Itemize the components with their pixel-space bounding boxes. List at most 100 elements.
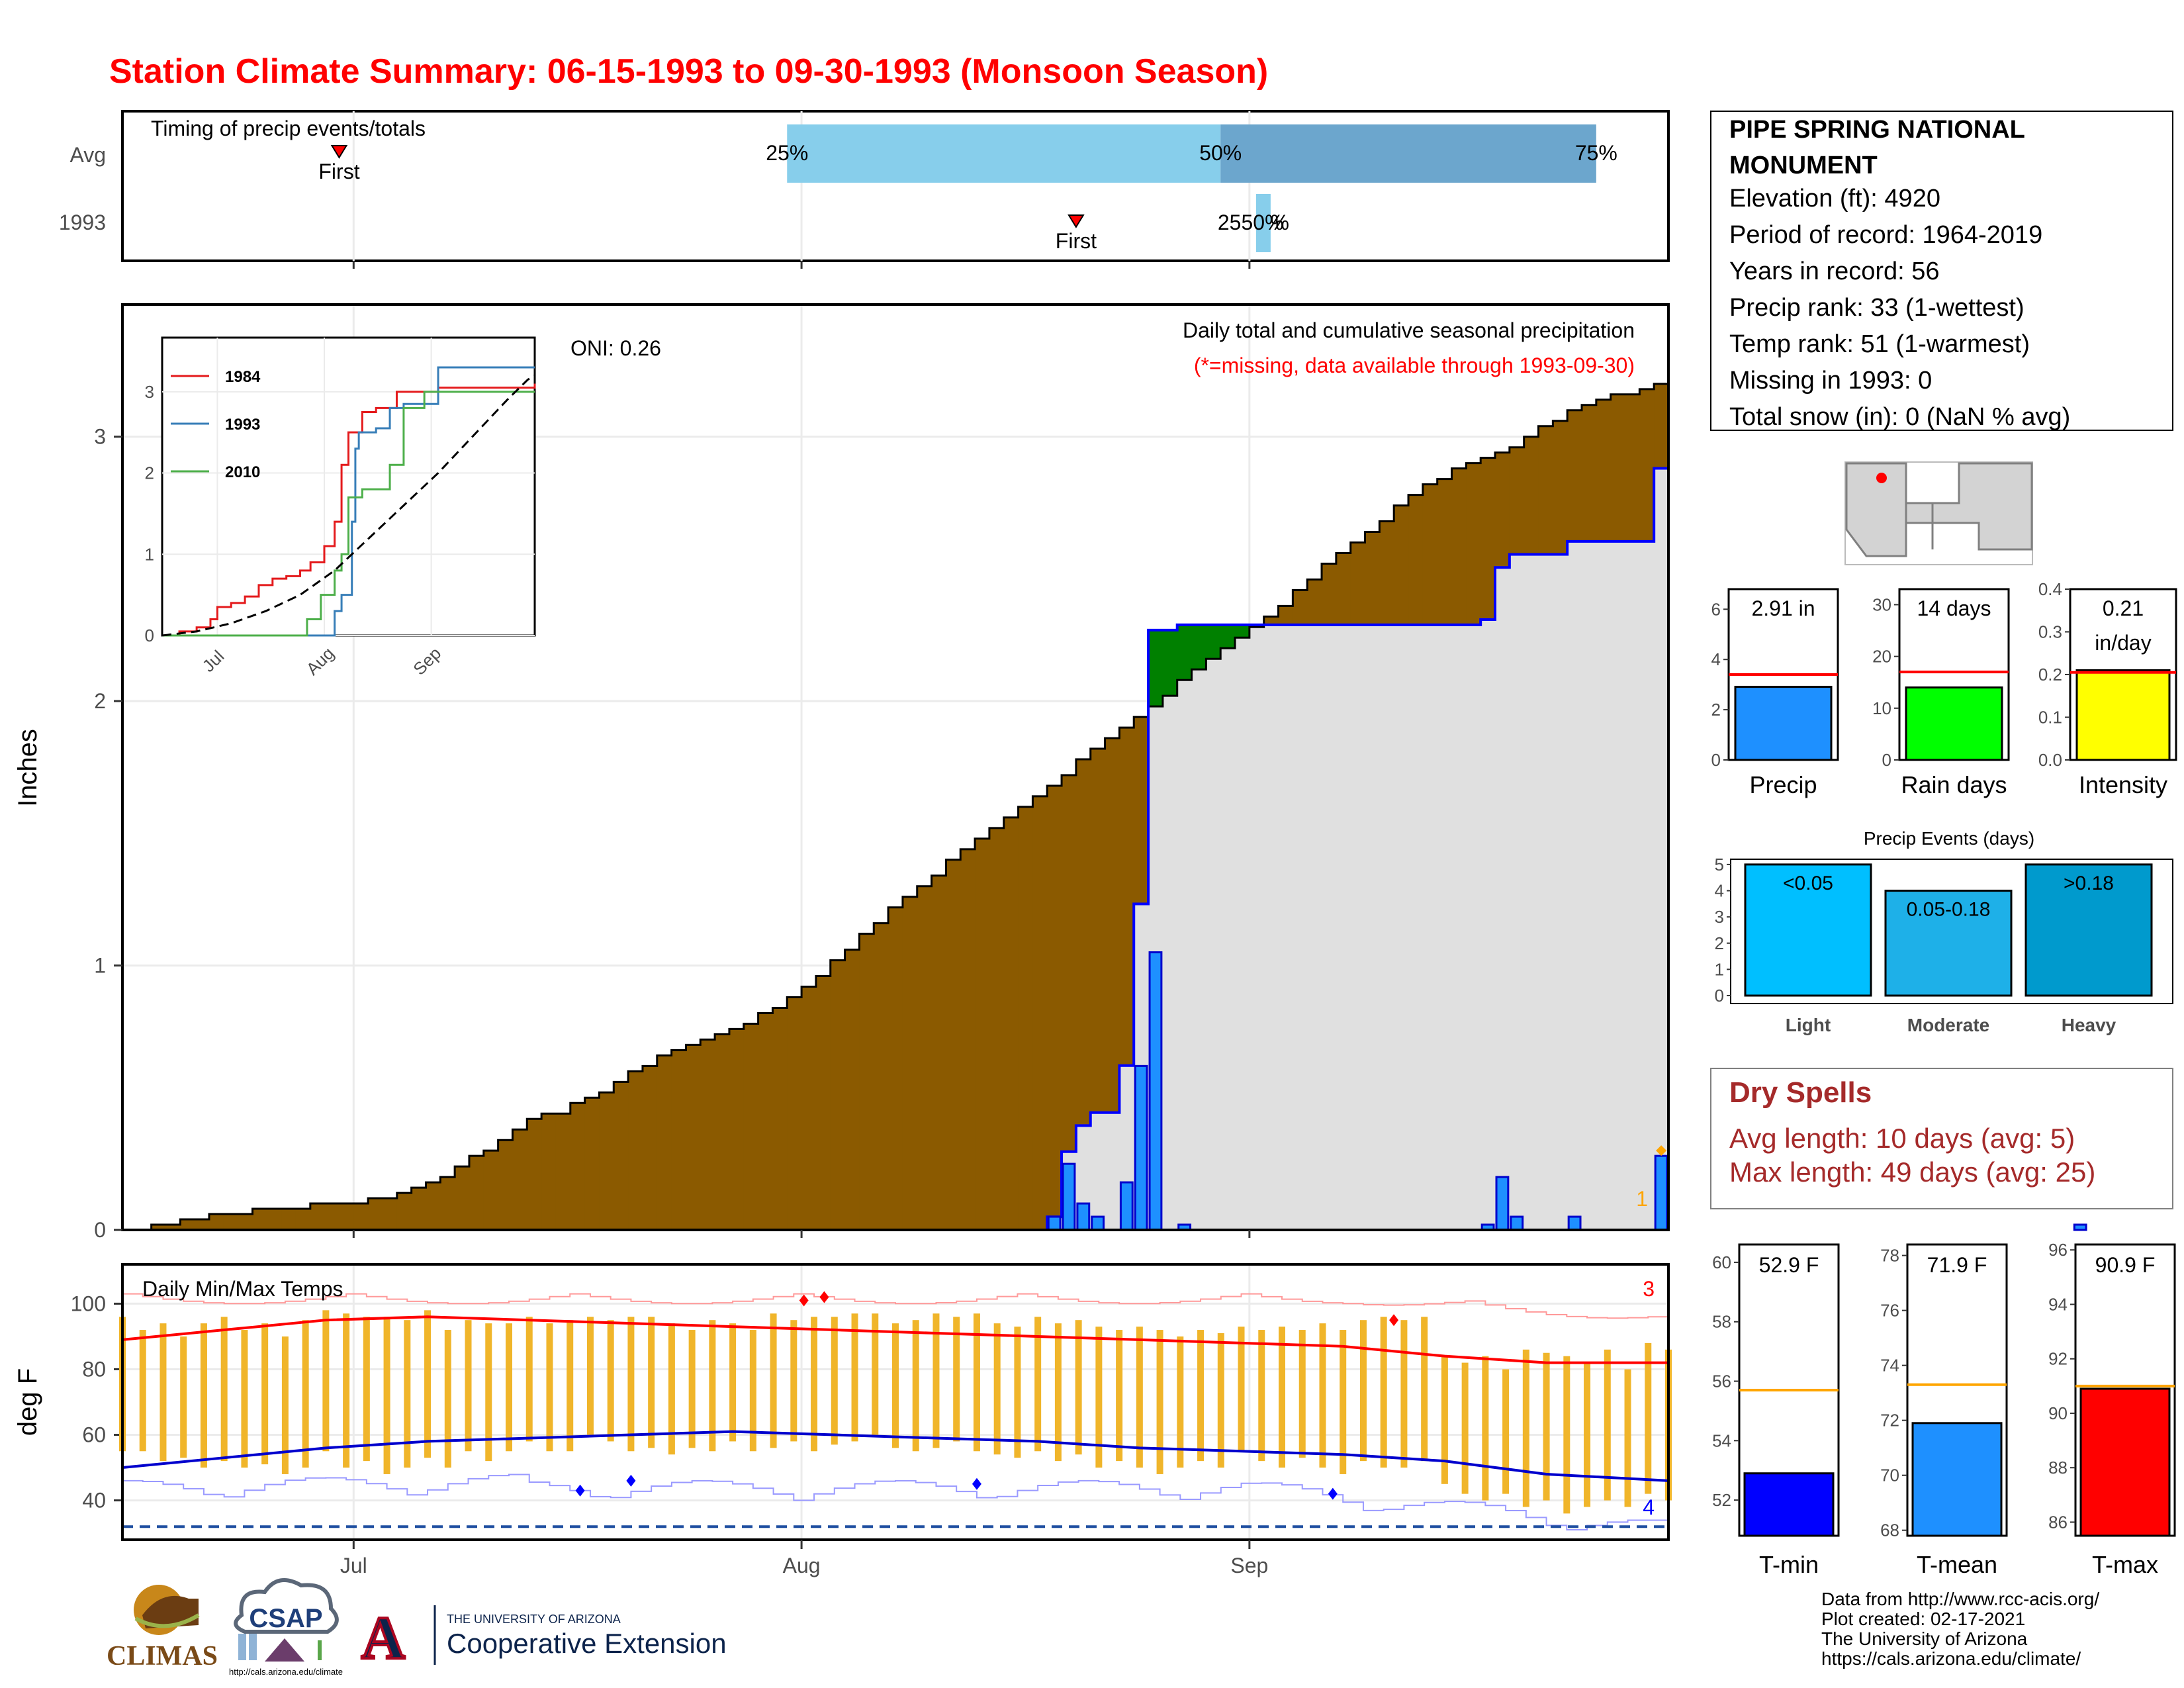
events-y-tick-label: 5: [1715, 855, 1724, 874]
precip-deficit-area: [1509, 447, 1525, 555]
events-bar-heavy: [2025, 863, 2153, 997]
oni-label: ONI: 0.26: [570, 336, 661, 360]
precip-deficit-area: [844, 949, 860, 1230]
precip-deficit-area: [455, 1166, 470, 1230]
timing-avg-iqr-lower-bar: [787, 124, 1221, 183]
precip-deficit-area: [700, 1039, 715, 1230]
ua-logo-letter: A: [361, 1604, 405, 1671]
precip-cumulative-base: [1394, 624, 1409, 1230]
stat-y-tick-label: 0.2: [2038, 665, 2062, 684]
temp-daily-range-bar: [831, 1317, 838, 1445]
climas-logo: CLIMAS: [107, 1585, 218, 1671]
stat-bar-rain-days: [1905, 686, 2003, 761]
precip-surplus-area: [1235, 624, 1250, 638]
temp-daily-range-bar: [200, 1323, 207, 1468]
precip-deficit-area: [1090, 749, 1106, 1113]
inset-y-tick-label: 2: [145, 463, 154, 483]
timing-year-iqr-bar: [1255, 194, 1271, 252]
temp-daily-range-bar: [1054, 1323, 1062, 1462]
timing-label: Timing of precip events/totals: [151, 117, 426, 140]
temp-daily-range-bar: [159, 1323, 167, 1462]
temp-record-min-marker: [972, 1477, 981, 1490]
precip-avg-cumulative-line: [122, 378, 1670, 1231]
precip-deficit-area: [1322, 563, 1337, 625]
ua-logo-big: Cooperative Extension: [447, 1628, 727, 1659]
events-y-tick-label: 3: [1715, 907, 1724, 927]
precip-deficit-area: [1134, 717, 1149, 904]
temp-daily-range-bar: [973, 1313, 980, 1452]
precip-daily-bar: [1654, 1154, 1668, 1231]
temp-daily-range-bar: [993, 1323, 1001, 1455]
stat-y-tick-label: 0.3: [2038, 622, 2062, 642]
station-name-line2: MONUMENT: [1729, 152, 1878, 179]
temp-stat-y-tick-label: 74: [1880, 1356, 1899, 1376]
temp-stat-y-tick-label: 88: [2048, 1458, 2068, 1477]
precip-deficit-area: [267, 1209, 282, 1230]
temp-y-axis-label: deg F: [13, 1368, 42, 1436]
precip-cumulative-base: [1466, 624, 1481, 1230]
precip-deficit-area: [1119, 727, 1134, 1066]
temp-daily-range-bar: [465, 1320, 472, 1452]
temp-daily-range-bar: [729, 1323, 737, 1442]
temp-daily-range-bar: [688, 1330, 696, 1448]
precip-deficit-area: [1553, 420, 1568, 555]
precip-deficit-area: [1596, 399, 1612, 541]
stat-label: Intensity: [2079, 771, 2167, 798]
precip-deficit-area: [238, 1214, 253, 1230]
precip-cumulative-base: [1365, 624, 1380, 1230]
stat-y-tick-label: 2: [1711, 700, 1721, 720]
events-bar-light: [1744, 863, 1872, 997]
stat-y-tick-label: 0: [1711, 750, 1721, 770]
precip-deficit-area: [758, 1013, 774, 1230]
csap-logo-url: http://cals.arizona.edu/climate: [229, 1667, 343, 1677]
precip-deficit-area: [1350, 542, 1366, 625]
temp-daily-range-bar: [322, 1310, 330, 1452]
temp-daily-range-bar: [1604, 1349, 1611, 1501]
precip-deficit-area: [1408, 494, 1424, 625]
stat-y-tick-label: 20: [1872, 647, 1891, 667]
precip-cumulative-base: [1350, 624, 1366, 1230]
precip-deficit-area: [1451, 468, 1467, 625]
precip-cumulative-base: [1263, 624, 1279, 1230]
precip-deficit-area: [1524, 436, 1539, 555]
station-temp-rank: Temp rank: 51 (1-warmest): [1729, 330, 2030, 358]
precip-deficit-area: [1062, 774, 1077, 1152]
temp-stat-y-tick-label: 96: [2048, 1240, 2068, 1260]
station-elevation: Elevation (ft): 4920: [1729, 185, 1940, 212]
temp-record-min-marker: [575, 1484, 585, 1497]
temp-daily-range-bar: [1441, 1356, 1448, 1484]
stat-bar-intensity: [2075, 669, 2171, 761]
stat-label: Rain days: [1901, 771, 2007, 798]
temp-stat-value-label: 71.9 F: [1927, 1253, 1987, 1277]
temp-daily-range-bar: [770, 1313, 777, 1448]
stat-y-tick-label: 10: [1872, 698, 1891, 718]
precip-cumulative-base: [1553, 554, 1568, 1230]
station-info-box: PIPE SPRING NATIONAL MONUMENT Elevation …: [1710, 111, 2173, 431]
temp-record-max-marker: [799, 1294, 809, 1307]
precip-cumulative-base: [1191, 669, 1206, 1230]
temp-y-tick-label: 60: [82, 1423, 106, 1447]
inset-y-tick-label: 3: [145, 382, 154, 402]
precip-cumulative-base: [1162, 696, 1178, 1230]
precip-daily-bar: [1119, 1181, 1134, 1231]
precip-cumulative-base: [1293, 624, 1308, 1230]
precip-daily-bar: [1567, 1215, 1582, 1231]
timing-avg-pct-label: 50%: [1199, 141, 1242, 165]
precip-deficit-area: [1032, 796, 1048, 1230]
ua-cooperative-extension-logo: A THE UNIVERSITY OF ARIZONA Cooperative …: [360, 1603, 727, 1673]
temp-max-count: 3: [1643, 1277, 1655, 1301]
precip-cumulative-base: [1322, 624, 1337, 1230]
temp-y-tick-label: 40: [82, 1489, 106, 1513]
precip-deficit-area: [902, 896, 918, 1230]
precip-cumulative-base: [1596, 541, 1612, 1230]
temp-daily-range-bar: [668, 1323, 675, 1455]
precip-deficit-area: [324, 1203, 340, 1230]
temp-daily-range-bar: [139, 1330, 146, 1452]
precip-deficit-area: [772, 1008, 788, 1230]
x-month-label: Jul: [340, 1554, 367, 1577]
temp-daily-range-bar: [1298, 1330, 1306, 1458]
events-y-tick-label: 4: [1715, 881, 1724, 901]
csap-logo: CSAP http://cals.arizona.edu/climate: [229, 1578, 343, 1677]
temp-daily-range-bar: [281, 1336, 289, 1474]
precip-cumulative-base: [1249, 627, 1265, 1230]
